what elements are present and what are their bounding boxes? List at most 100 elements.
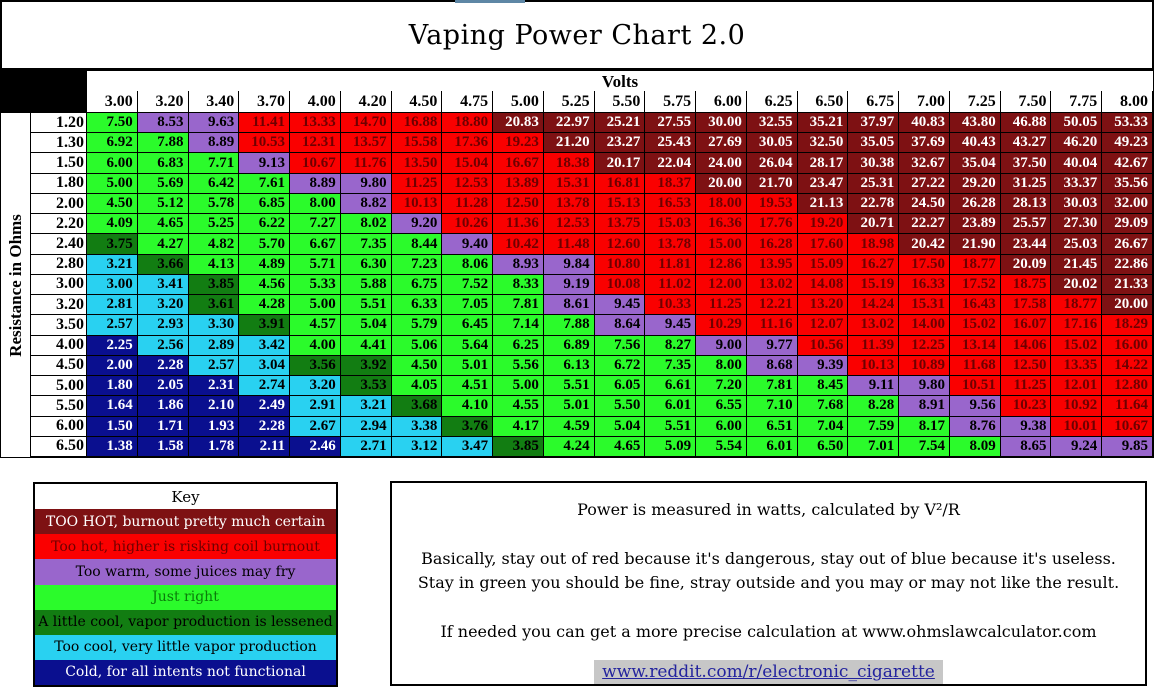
watt-cell: 7.61: [239, 173, 291, 194]
watt-cell: 2.57: [188, 355, 240, 377]
watt-cell: 7.81: [746, 376, 798, 397]
watt-cell: 12.60: [594, 234, 646, 255]
watt-cell: 35.56: [1102, 173, 1153, 194]
watt-cell: 19.53: [746, 193, 798, 215]
watt-cell: 2.71: [340, 436, 392, 457]
watt-cell: 4.13: [188, 254, 240, 275]
watt-cell: 18.00: [696, 193, 747, 215]
watt-cell: 6.01: [746, 436, 798, 457]
watt-cell: 27.30: [1051, 214, 1103, 235]
watt-cell: 19.20: [797, 214, 849, 235]
watt-cell: 10.42: [493, 234, 544, 255]
watt-cell: 10.53: [239, 133, 291, 154]
info-box: Power is measured in watts, calculated b…: [390, 481, 1147, 686]
watt-cell: 4.00: [290, 335, 341, 356]
watt-cell: 5.51: [543, 376, 595, 397]
watt-cell: 6.01: [645, 396, 697, 417]
watt-cell: 13.20: [797, 295, 849, 316]
info-advice-line-1: Basically, stay out of red because it's …: [421, 548, 1116, 568]
volt-header-cell: 3.20: [137, 91, 189, 113]
watt-cell: 4.65: [137, 214, 189, 235]
volt-header-cell: 6.75: [848, 91, 900, 113]
watt-cell: 20.71: [848, 214, 900, 235]
watt-cell: 4.65: [594, 436, 646, 457]
watt-cell: 28.13: [1000, 193, 1052, 215]
watt-cell: 18.77: [949, 254, 1001, 275]
watt-cell: 10.51: [949, 376, 1001, 397]
watt-cell: 11.81: [645, 254, 697, 275]
watt-cell: 13.78: [645, 234, 697, 255]
watt-cell: 3.56: [290, 355, 341, 377]
watt-cell: 5.71: [290, 254, 341, 275]
legend-entry: TOO HOT, burnout pretty much certain: [35, 509, 336, 535]
watt-cell: 3.75: [87, 234, 138, 255]
watt-cell: 7.23: [391, 254, 443, 275]
ohm-header-cell: 6.50: [31, 436, 87, 457]
watt-cell: 6.30: [340, 254, 392, 275]
watt-cell: 8.53: [137, 113, 189, 134]
watt-cell: 23.27: [594, 133, 646, 154]
volt-header-cell: 7.25: [949, 91, 1001, 113]
watt-cell: 4.82: [188, 234, 240, 255]
table-corner: [1, 71, 87, 113]
reddit-link-wrap: www.reddit.com/r/electronic_cigarette: [392, 660, 1145, 685]
watt-cell: 7.10: [746, 396, 798, 417]
watt-cell: 7.71: [188, 153, 240, 174]
volt-header-cell: 5.00: [493, 91, 544, 113]
watt-cell: 21.13: [797, 193, 849, 215]
watt-cell: 2.31: [188, 376, 240, 397]
watt-cell: 14.08: [797, 274, 849, 296]
watt-cell: 8.00: [290, 193, 341, 215]
reddit-link[interactable]: www.reddit.com/r/electronic_cigarette: [594, 660, 943, 685]
watt-cell: 4.57: [290, 315, 341, 336]
watt-cell: 2.67: [290, 416, 341, 437]
watt-cell: 3.66: [137, 254, 189, 275]
watt-cell: 22.27: [899, 214, 950, 235]
watt-cell: 3.47: [442, 436, 494, 457]
watt-cell: 43.80: [949, 113, 1001, 134]
watt-cell: 5.25: [188, 214, 240, 235]
volt-header-cell: 7.75: [1051, 91, 1103, 113]
watt-cell: 40.43: [949, 133, 1001, 154]
watt-cell: 4.28: [239, 295, 291, 316]
watt-cell: 8.02: [340, 214, 392, 235]
watt-cell: 4.89: [239, 254, 291, 275]
watt-cell: 10.13: [391, 193, 443, 215]
watt-cell: 27.22: [899, 173, 950, 194]
watt-cell: 13.95: [746, 254, 798, 275]
watt-cell: 1.58: [137, 436, 189, 457]
watt-cell: 5.79: [391, 315, 443, 336]
watt-cell: 3.20: [137, 295, 189, 316]
watt-cell: 4.27: [137, 234, 189, 255]
watt-cell: 21.90: [949, 234, 1001, 255]
watt-cell: 15.19: [848, 274, 900, 296]
volt-header-cell: 6.00: [696, 91, 747, 113]
watt-cell: 4.51: [442, 376, 494, 397]
watt-cell: 46.88: [1000, 113, 1052, 134]
watt-cell: 7.88: [137, 133, 189, 154]
watt-cell: 7.01: [848, 436, 900, 457]
watt-cell: 35.21: [797, 113, 849, 134]
watt-cell: 5.51: [340, 295, 392, 316]
watt-cell: 3.76: [442, 416, 494, 437]
watt-cell: 24.50: [899, 193, 950, 215]
watt-cell: 30.38: [848, 153, 900, 174]
ohm-header-cell: 5.00: [31, 376, 87, 397]
watt-cell: 9.80: [340, 173, 392, 194]
watt-cell: 7.35: [340, 234, 392, 255]
watt-cell: 1.71: [137, 416, 189, 437]
volt-header-cell: 4.50: [391, 91, 443, 113]
watt-cell: 7.27: [290, 214, 341, 235]
watt-cell: 2.57: [87, 315, 138, 336]
watt-cell: 7.81: [493, 295, 544, 316]
watt-cell: 11.48: [543, 234, 595, 255]
watt-cell: 9.84: [543, 254, 595, 275]
watt-cell: 11.25: [391, 173, 443, 194]
watt-cell: 17.60: [797, 234, 849, 255]
watt-cell: 8.06: [442, 254, 494, 275]
watt-cell: 16.43: [949, 295, 1001, 316]
watt-cell: 1.86: [137, 396, 189, 417]
watt-cell: 22.86: [1102, 254, 1153, 275]
ohm-header-cell: 3.50: [31, 315, 87, 336]
watt-cell: 17.16: [1051, 315, 1103, 336]
